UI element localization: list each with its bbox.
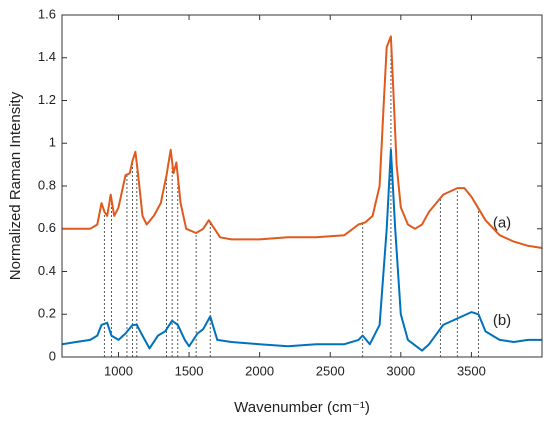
x-tick-label: 2500: [316, 363, 345, 378]
series-label: (b): [493, 312, 511, 329]
y-tick-label: 1.6: [38, 6, 56, 21]
y-tick-label: 1.4: [38, 49, 56, 64]
y-tick-label: 0.6: [38, 220, 56, 235]
x-tick-label: 3000: [386, 363, 415, 378]
x-tick-label: 3500: [457, 363, 486, 378]
x-tick-label: 1500: [175, 363, 204, 378]
series-line: [61, 148, 542, 352]
x-tick-label: 2000: [245, 363, 274, 378]
y-axis-label: Normalized Raman Intensity: [7, 91, 24, 280]
y-tick-label: 0.4: [38, 263, 56, 278]
series-label: (a): [493, 215, 511, 232]
y-tick-label: 0: [49, 348, 56, 363]
y-tick-label: 0.8: [38, 177, 56, 192]
plot-frame: [61, 14, 543, 358]
y-tick-label: 1.2: [38, 92, 56, 107]
x-axis-label: Wavenumber (cm⁻¹): [234, 399, 370, 416]
y-tick-label: 1: [49, 135, 56, 150]
x-tick-label: 1000: [104, 363, 133, 378]
y-tick-label: 0.2: [38, 306, 56, 321]
series-line: [62, 35, 543, 249]
